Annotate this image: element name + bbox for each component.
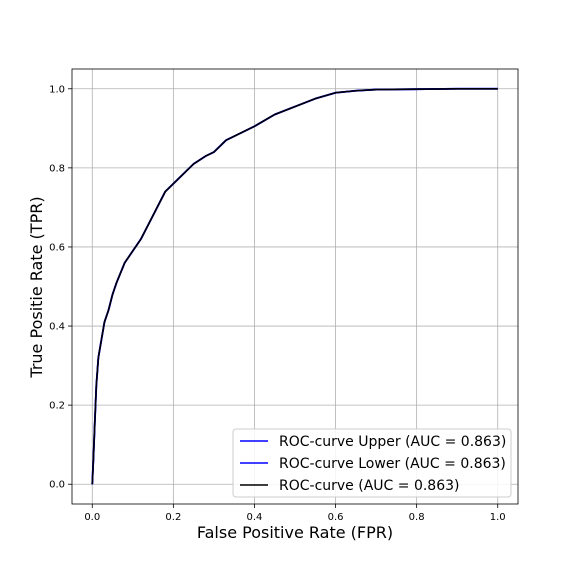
grid	[72, 69, 518, 504]
y-tick-label: 0.0	[49, 480, 65, 491]
y-tick-label: 0.2	[49, 401, 65, 412]
x-tick-label: 0.6	[328, 512, 344, 523]
y-axis-label: True Positie Rate (TPR)	[27, 196, 46, 378]
legend-entries: ROC-curve Upper (AUC = 0.863) ROC-curve L…	[240, 434, 506, 494]
legend-label: ROC-curve (AUC = 0.863)	[279, 478, 459, 494]
x-tick-label: 0.4	[247, 512, 263, 523]
y-tick-label: 0.6	[49, 242, 65, 253]
y-tick-label: 0.4	[49, 322, 65, 333]
x-tick-label: 0.8	[409, 512, 425, 523]
y-tick-label: 0.8	[49, 163, 65, 174]
x-axis-label: False Positive Rate (FPR)	[197, 523, 393, 542]
series-layer	[91, 87, 498, 485]
legend-label: ROC-curve Lower (AUC = 0.863)	[279, 456, 506, 472]
series-line-2	[91, 87, 498, 485]
legend-box	[232, 428, 512, 498]
legend: ROC-curve Upper (AUC = 0.863) ROC-curve L…	[232, 428, 512, 498]
axis-ticks: 0.0 0.2 0.4 0.6 0.8 1.0 0.0 0.2 0.4 0.6 0.8 1.0	[49, 84, 506, 523]
legend-label: ROC-curve Upper (AUC = 0.863)	[279, 434, 506, 450]
x-tick-label: 0.0	[84, 512, 100, 523]
plot-frame	[71, 68, 519, 505]
y-tick-label: 1.0	[49, 84, 65, 95]
x-tick-label: 1.0	[490, 512, 506, 523]
x-tick-label: 0.2	[165, 512, 181, 523]
